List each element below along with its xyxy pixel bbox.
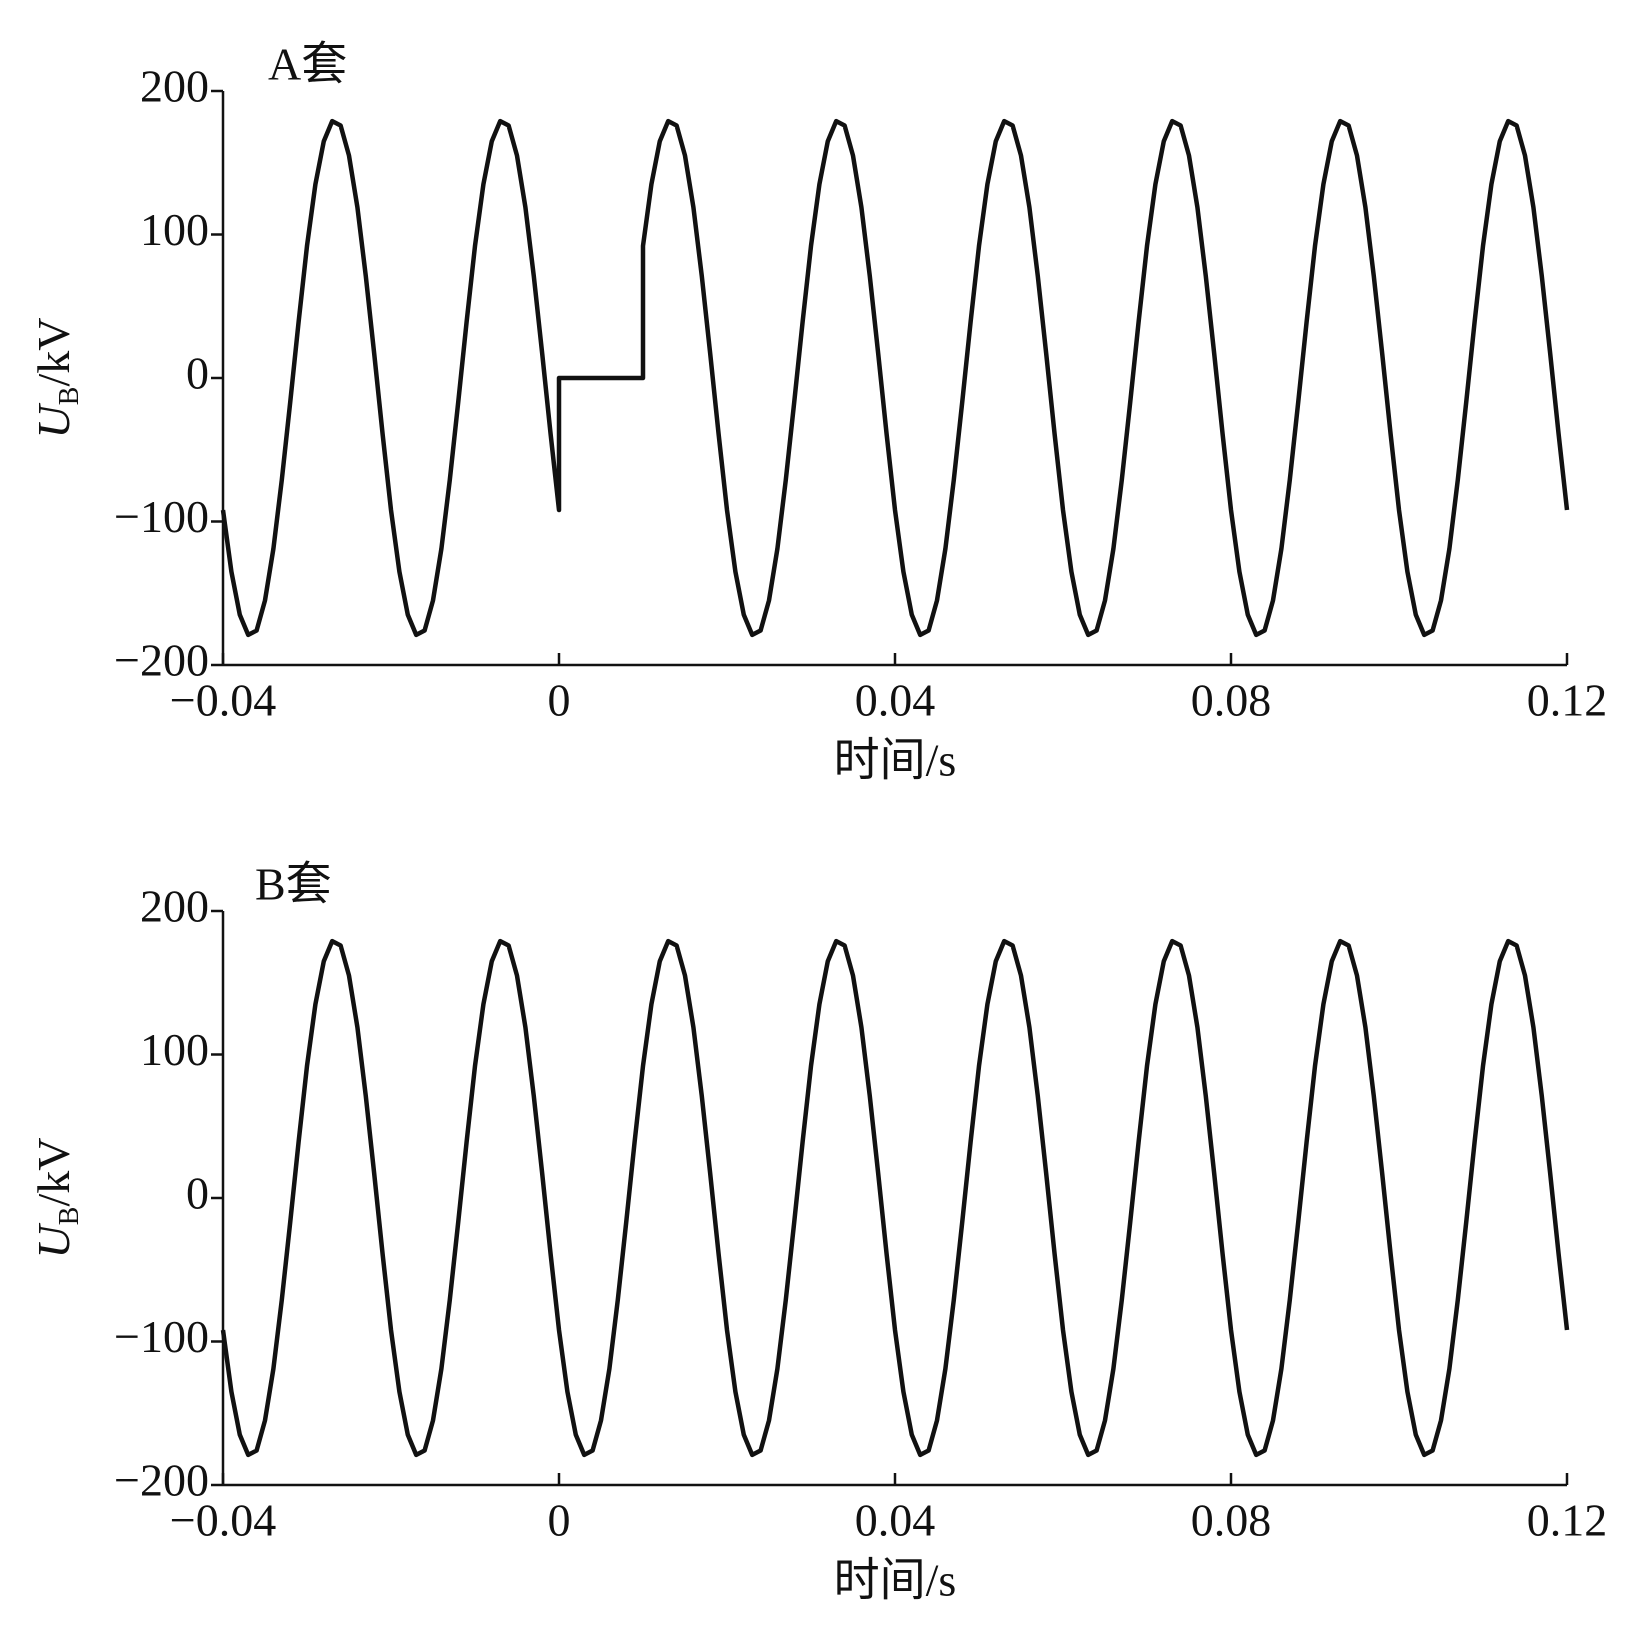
y-tick-label: 100 xyxy=(140,204,209,255)
voltage-line xyxy=(220,938,1570,1458)
y-axis-label: UB/kV xyxy=(28,1138,86,1259)
x-tick-label: −0.04 xyxy=(170,1495,276,1546)
chart: −200 −100 0 100 200 −0.04 0 0.04 0.08 0.12 时间/s A套 U… xyxy=(28,39,1608,786)
y-label-rest: /kV xyxy=(28,1138,79,1207)
y-tick-label: 0 xyxy=(186,348,209,399)
y-tick-label: −100 xyxy=(114,1311,209,1362)
x-tick-label: 0 xyxy=(548,1495,571,1546)
y-tick-label: −200 xyxy=(114,1455,209,1506)
y-axis-label: UB/kV xyxy=(28,318,86,439)
y-tick-label: 200 xyxy=(140,61,209,112)
annotation: B套 xyxy=(255,859,332,910)
chart: −200 −100 0 100 200 −0.04 0 0.04 0.08 0.12 时间/s B套 U… xyxy=(28,859,1608,1606)
x-tick-label: 0.12 xyxy=(1527,675,1608,726)
y-label-main: U xyxy=(28,1222,79,1258)
x-axis-label: 时间/s xyxy=(834,735,957,786)
y-tick-label: −100 xyxy=(114,491,209,542)
y-tick-label: −200 xyxy=(114,635,209,686)
y-tick-label: 200 xyxy=(140,881,209,932)
x-axis-label: 时间/s xyxy=(834,1555,957,1606)
x-tick-label: −0.04 xyxy=(170,675,276,726)
x-tick-label: 0.08 xyxy=(1191,1495,1272,1546)
y-tick-label: 100 xyxy=(140,1024,209,1075)
y-tick-label: 0 xyxy=(186,1168,209,1219)
voltage-line xyxy=(220,118,1570,638)
y-label-sub: B xyxy=(54,387,85,406)
y-label-sub: B xyxy=(54,1207,85,1226)
y-label-rest: /kV xyxy=(28,318,79,387)
y-label-main: U xyxy=(28,402,79,438)
x-tick-label: 0.08 xyxy=(1191,675,1272,726)
x-tick-label: 0.04 xyxy=(855,675,936,726)
annotation: A套 xyxy=(268,39,347,90)
x-tick-label: 0 xyxy=(548,675,571,726)
x-tick-label: 0.12 xyxy=(1527,1495,1608,1546)
x-tick-label: 0.04 xyxy=(855,1495,936,1546)
